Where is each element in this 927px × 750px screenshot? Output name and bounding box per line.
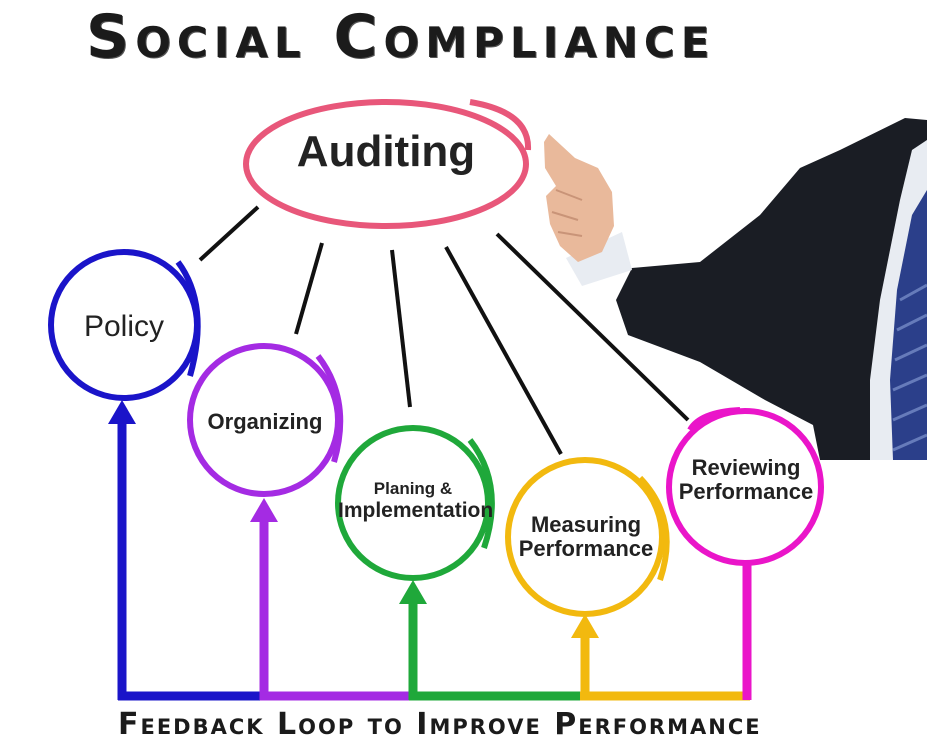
footer-caption: Feedback Loop to Improve Performance: [118, 707, 762, 742]
node-label-measuring: Measuring Performance: [510, 512, 662, 562]
businessman-image: [544, 118, 927, 460]
suit-jacket: [616, 118, 927, 460]
node-label-measuring-line1: Measuring: [530, 512, 642, 537]
tie-stripes: [892, 283, 927, 452]
node-label-organizing: Organizing: [207, 409, 323, 434]
node-label-planning-line2: Implementation: [338, 498, 494, 522]
node-label-policy: Policy: [83, 310, 165, 343]
auditing-ellipse: [243, 99, 532, 229]
node-circle-organizing: [187, 343, 344, 497]
node-label-reviewing: Reviewing Performance: [671, 455, 821, 505]
node-label-reviewing-line1: Reviewing: [691, 455, 801, 480]
feedback-loop-arrows: [108, 400, 752, 701]
node-label-measuring-line2: Performance: [518, 536, 654, 562]
node-label-reviewing-line2: Performance: [678, 479, 814, 505]
auditing-label: Auditing: [296, 127, 476, 176]
node-circle-policy: [48, 249, 201, 401]
connector-lines: [198, 205, 690, 455]
node-label-planning-line1: Planing &: [373, 479, 453, 498]
node-label-planning: Planing & Implementation: [338, 479, 494, 522]
shirt-cuff: [566, 232, 632, 286]
diagram-title: Social Compliance: [86, 2, 716, 72]
node-circle-planning: [335, 425, 495, 581]
node-circle-reviewing: [666, 407, 824, 566]
